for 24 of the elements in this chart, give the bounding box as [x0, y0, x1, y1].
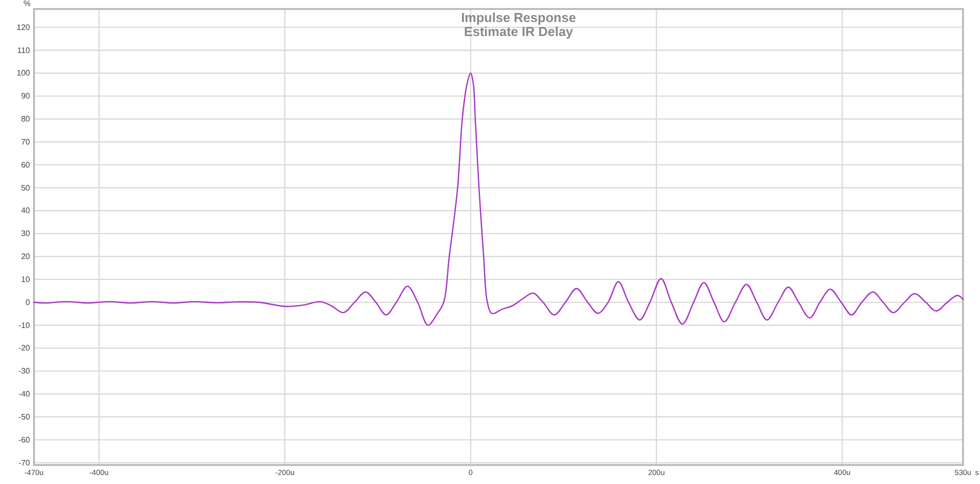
y-tick-label: 80 [21, 114, 31, 124]
y-axis-title: % [23, 0, 31, 8]
y-tick-label: 50 [21, 183, 31, 192]
y-tick-label: -20 [18, 344, 31, 353]
chart-title: Impulse Response [461, 10, 576, 25]
y-tick-label: 90 [21, 92, 31, 101]
y-tick-label: 60 [21, 160, 31, 170]
line-series [33, 72, 964, 326]
y-tick-label: -30 [18, 366, 31, 376]
y-tick-label: 30 [21, 229, 31, 238]
y-tick-label: 120 [16, 22, 31, 32]
y-tick-label: 70 [21, 137, 31, 146]
y-tick-label: 100 [16, 68, 31, 78]
y-tick-label: 40 [21, 206, 31, 216]
y-tick-label: -10 [18, 320, 31, 330]
y-tick-label: -70 [18, 458, 31, 468]
y-tick-label: -40 [18, 390, 31, 399]
y-tick-label: -60 [18, 435, 31, 444]
y-tick-label: 10 [21, 274, 31, 284]
text: Estimate IR Delay [464, 24, 574, 39]
y-tick-label: -50 [18, 412, 31, 422]
y-tick-label: 110 [17, 46, 31, 55]
y-tick-label: 0 [26, 298, 31, 307]
y-tick-label: 20 [21, 252, 31, 262]
